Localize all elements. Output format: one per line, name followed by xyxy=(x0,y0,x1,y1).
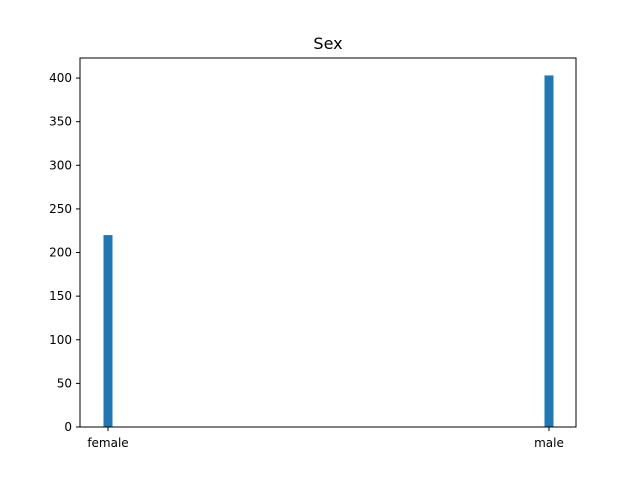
x-tick-label: female xyxy=(87,436,128,450)
y-tick-label: 0 xyxy=(64,420,72,434)
y-tick-label: 100 xyxy=(49,333,72,347)
y-tick-label: 50 xyxy=(57,376,72,390)
plot-frame xyxy=(79,57,577,428)
y-tick-label: 250 xyxy=(49,202,72,216)
y-tick-label: 150 xyxy=(49,289,72,303)
y-tick-label: 300 xyxy=(49,158,72,172)
chart-title: Sex xyxy=(313,34,342,53)
y-tick-label: 200 xyxy=(49,246,72,260)
bars-layer xyxy=(103,75,554,427)
bar-female xyxy=(103,235,113,427)
x-axis-ticks: female male xyxy=(87,427,564,450)
x-tick-label: male xyxy=(534,436,564,450)
bar-male xyxy=(544,75,554,427)
y-tick-label: 400 xyxy=(49,71,72,85)
y-axis-ticks: 0 50 100 150 200 250 300 350 400 xyxy=(49,71,80,434)
y-tick-label: 350 xyxy=(49,115,72,129)
